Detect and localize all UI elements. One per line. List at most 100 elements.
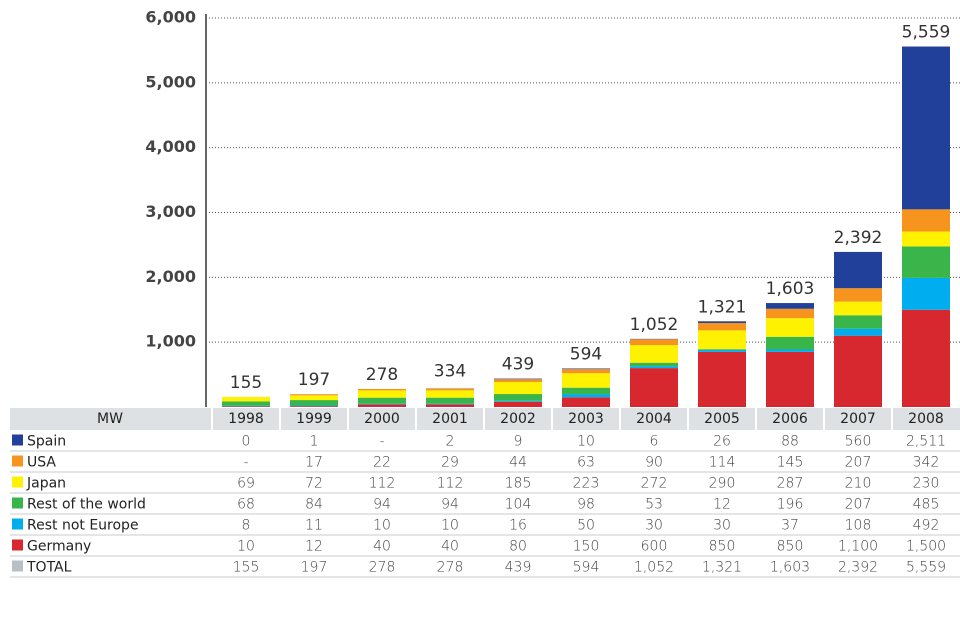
table-cell: 287 [777,476,804,492]
table-cell: 40 [441,539,459,555]
bar-segment [426,397,474,404]
row-label: TOTAL [26,560,72,576]
table-cell: 278 [437,560,464,576]
table-cell: 16 [509,518,527,534]
bar-segment [698,321,746,323]
table-cell: 50 [577,518,595,534]
bar-segment [358,390,406,398]
table-cell: 1,603 [770,560,810,576]
table-cell: 850 [777,539,804,555]
x-tick-label: 1998 [228,411,264,427]
total-label: 334 [434,361,466,381]
legend-swatch [12,476,23,488]
bar-segment [290,395,338,401]
table-cell: 17 [305,455,323,471]
bar-segment [902,277,950,310]
table-cell: 30 [645,518,663,534]
x-tick-label: 2008 [908,411,944,427]
table-cell: 29 [441,455,459,471]
x-tick-label: 2003 [568,411,604,427]
bar-segment [494,378,542,380]
table-cell: 145 [777,455,804,471]
bar-segment [562,394,610,398]
bar-segment [222,406,270,407]
bar-segment [834,315,882,329]
bar-segment [290,406,338,407]
table-cell: 9 [514,434,523,450]
table-cell: - [243,455,248,471]
table-cell: 22 [373,455,391,471]
table-cell: 94 [441,497,459,513]
table-cell: 68 [237,497,255,513]
table-cell: 1,321 [702,560,742,576]
bar-segment [426,388,474,391]
bar-segment [902,46,950,210]
table-cell: 485 [913,497,940,513]
legend-swatch [12,455,23,467]
bar-segment [766,318,814,337]
row-label: USA [27,455,56,471]
table-cell: 185 [505,476,532,492]
y-tick-label: 1,000 [145,332,196,351]
x-tick-label: 2007 [840,411,876,427]
table-cell: - [379,434,384,450]
table-cell: 2 [446,434,455,450]
bar-segment [766,351,814,407]
total-label: 197 [298,370,330,390]
bar-segment [358,404,406,407]
table-cell: 5,559 [906,560,946,576]
bar-segment [426,403,474,405]
table-cell: 104 [505,497,532,513]
y-tick-label: 4,000 [145,137,196,156]
x-tick-label: 2001 [432,411,468,427]
table-cell: 98 [577,497,595,513]
table-cell: 8 [242,518,251,534]
table-cell: 196 [777,497,804,513]
bar-segment [562,397,610,407]
bar-segment [698,349,746,352]
y-tick-label: 5,000 [145,72,196,91]
total-label: 155 [230,373,262,393]
table-cell: 10 [441,518,459,534]
x-tick-label: 2002 [500,411,536,427]
bar-segment [902,309,950,407]
table-cell: 492 [913,518,940,534]
bar-segment [766,308,814,319]
total-label: 5,559 [902,23,951,43]
bar-segment [494,379,542,383]
table-cell: 108 [845,518,872,534]
bar-segment [222,401,270,406]
bar-segment [494,394,542,401]
table-cell: 90 [645,455,663,471]
bar-segment [766,349,814,352]
table-cell: 850 [709,539,736,555]
table-cell: 26 [713,434,731,450]
table-cell: 112 [437,476,464,492]
row-label: Spain [27,434,66,450]
bar-segment [766,303,814,309]
bar-segment [358,388,406,391]
total-label: 1,052 [630,315,679,335]
total-label: 278 [366,365,398,385]
table-cell: 207 [845,497,872,513]
table-cell: 278 [369,560,396,576]
table-cell: 88 [781,434,799,450]
table-cell: 272 [641,476,668,492]
table-cell: 53 [645,497,663,513]
total-label: 439 [502,355,534,375]
table-cell: 1,100 [838,539,878,555]
bar-segment [630,345,678,363]
legend-swatch [12,497,23,509]
table-cell: 150 [573,539,600,555]
x-tick-label: 2005 [704,411,740,427]
total-label: 2,392 [834,228,883,248]
bar-segment [562,368,610,370]
table-cell: 342 [913,455,940,471]
table-cell: 63 [577,455,595,471]
bar-segment [834,288,882,302]
legend-swatch [12,434,23,446]
bar-segment [426,404,474,407]
table-cell: 69 [237,476,255,492]
row-label: Germany [27,539,91,555]
x-tick-label: 2000 [364,411,400,427]
